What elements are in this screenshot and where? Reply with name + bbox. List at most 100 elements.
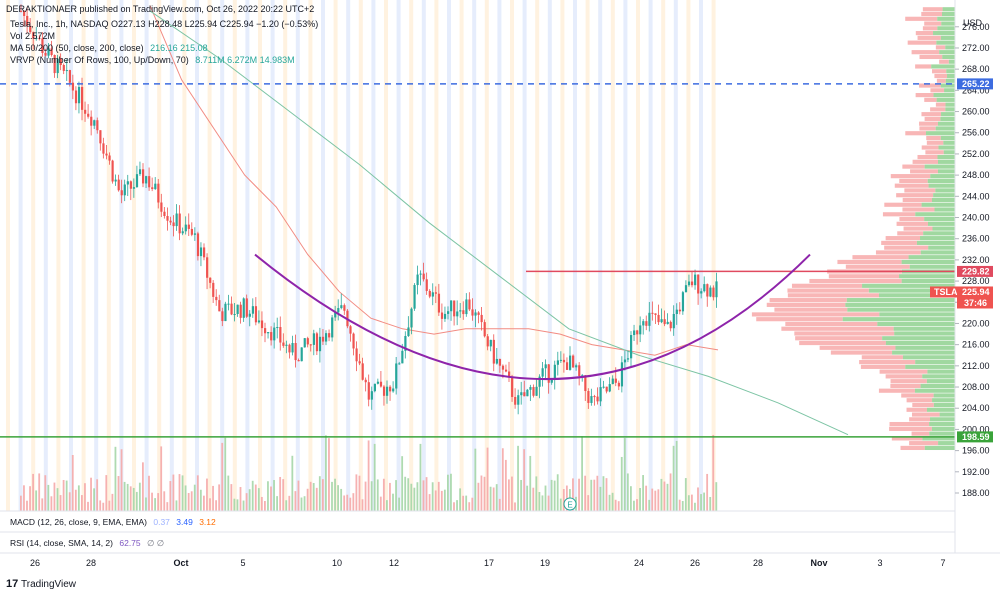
vp-row-up bbox=[938, 441, 955, 446]
price-axis[interactable]: 188.00 192.00 196.00 200.00 204.00 208.00 212.… bbox=[955, 22, 990, 498]
vp-row-up bbox=[920, 250, 955, 255]
volume-bar bbox=[175, 500, 178, 511]
volume-bar bbox=[413, 487, 416, 511]
vp-row-down bbox=[932, 69, 947, 74]
volume-bar bbox=[71, 454, 74, 511]
vp-row-up bbox=[936, 40, 955, 45]
vp-row-down bbox=[919, 83, 941, 88]
volume-bar bbox=[154, 498, 156, 511]
candle-body-down bbox=[264, 328, 267, 334]
candle-body-up bbox=[581, 375, 584, 377]
time-axis[interactable]: 26 28 Oct 5 10 12 17 19 24 26 28 Nov 3 7 bbox=[30, 558, 946, 568]
vp-row-down bbox=[756, 317, 843, 322]
support-value: 198.59 bbox=[962, 432, 990, 442]
vp-row-down bbox=[926, 140, 944, 145]
candle-body-up bbox=[544, 364, 547, 369]
candle-body-down bbox=[96, 120, 99, 131]
vp-row-up bbox=[931, 64, 955, 69]
volume-legend[interactable]: Vol 2.572M bbox=[10, 31, 55, 41]
vp-row-down bbox=[935, 102, 946, 107]
vp-row-down bbox=[910, 169, 938, 174]
candle-body-up bbox=[318, 336, 322, 352]
time-tick-label: Nov bbox=[810, 558, 827, 568]
candle-body-down bbox=[53, 54, 56, 74]
vp-row-up bbox=[933, 393, 955, 398]
volume-bar bbox=[434, 490, 437, 511]
vp-row-down bbox=[905, 131, 926, 136]
candle-body-up bbox=[325, 333, 328, 342]
vp-row-up bbox=[922, 374, 955, 379]
candle-body-down bbox=[605, 386, 608, 392]
volume-bar bbox=[514, 502, 516, 511]
session-band bbox=[610, 0, 615, 511]
candle-body-down bbox=[657, 314, 660, 323]
candle-body-up bbox=[648, 312, 651, 326]
vp-row-down bbox=[897, 231, 924, 236]
volume-bar bbox=[550, 479, 553, 511]
rsi-legend[interactable]: RSI (14, close, SMA, 14, 2) 62.75 ∅ ∅ bbox=[10, 538, 165, 548]
symbol-legend[interactable]: Tesla, Inc., 1h, NASDAQ O227.13 H228.48 … bbox=[10, 19, 318, 29]
volume-bar bbox=[276, 496, 278, 511]
earnings-marker[interactable]: E bbox=[563, 497, 577, 511]
candle-body-up bbox=[443, 313, 447, 319]
session-band bbox=[321, 0, 325, 511]
vp-row-up bbox=[929, 421, 955, 427]
vrvp-legend[interactable]: VRVP (Number Of Rows, 100, Up/Down, 70) … bbox=[10, 55, 295, 65]
candle-body-up bbox=[257, 320, 261, 323]
candle-body-up bbox=[273, 327, 276, 341]
vp-row-up bbox=[927, 221, 955, 226]
volume-bar bbox=[660, 478, 663, 511]
volume-bar bbox=[541, 495, 544, 511]
vp-row-up bbox=[845, 302, 955, 307]
vp-row-up bbox=[944, 88, 955, 93]
volume-bar bbox=[230, 484, 233, 511]
vp-row-down bbox=[909, 441, 939, 446]
vp-row-up bbox=[909, 264, 955, 269]
candle-body-up bbox=[337, 308, 340, 313]
candle-body-up bbox=[267, 332, 270, 334]
candle-body-up bbox=[224, 303, 227, 322]
vp-row-down bbox=[852, 255, 909, 260]
volume-bar bbox=[297, 480, 300, 511]
volume-bar bbox=[504, 459, 507, 511]
volume-bar bbox=[32, 473, 34, 511]
cup-arc[interactable] bbox=[254, 253, 811, 380]
candle-body-up bbox=[633, 330, 636, 336]
candle-body-up bbox=[407, 327, 410, 336]
candle-body-down bbox=[20, 10, 23, 12]
macd-legend[interactable]: MACD (12, 26, close, 9, EMA, EMA) 0.37 3… bbox=[10, 517, 216, 527]
candle-body-up bbox=[340, 305, 343, 309]
volume-bar bbox=[678, 499, 681, 511]
vp-row-down bbox=[924, 21, 942, 26]
candle-body-down bbox=[523, 392, 526, 397]
vp-row-down bbox=[845, 264, 910, 269]
volume-bar bbox=[401, 456, 404, 511]
candle-body-down bbox=[157, 183, 160, 203]
vp-row-down bbox=[795, 336, 883, 341]
volume-bar bbox=[160, 446, 163, 511]
candle-body-down bbox=[50, 48, 53, 55]
session-band bbox=[295, 0, 300, 511]
volume-bar bbox=[242, 500, 245, 511]
vp-row-down bbox=[917, 35, 941, 40]
vp-row-up bbox=[935, 126, 955, 131]
session-band bbox=[510, 0, 514, 511]
session-band bbox=[207, 0, 212, 511]
volume-bar bbox=[300, 497, 303, 511]
volume-bar bbox=[355, 474, 358, 511]
vp-row-down bbox=[934, 73, 948, 79]
volume-bar bbox=[712, 434, 715, 511]
volume-bar bbox=[367, 440, 370, 511]
session-band bbox=[585, 0, 590, 511]
session-band bbox=[409, 0, 414, 511]
candle-body-up bbox=[416, 274, 419, 286]
volume-bar bbox=[538, 491, 541, 511]
vp-row-up bbox=[927, 178, 955, 183]
session-band bbox=[270, 0, 275, 511]
volume-bar bbox=[288, 495, 291, 511]
ma-legend[interactable]: MA 50/200 (50, close, 200, close) 216.16… bbox=[10, 43, 208, 53]
vp-row-up bbox=[878, 293, 955, 298]
volume-bar bbox=[681, 501, 684, 511]
session-band bbox=[673, 0, 678, 511]
